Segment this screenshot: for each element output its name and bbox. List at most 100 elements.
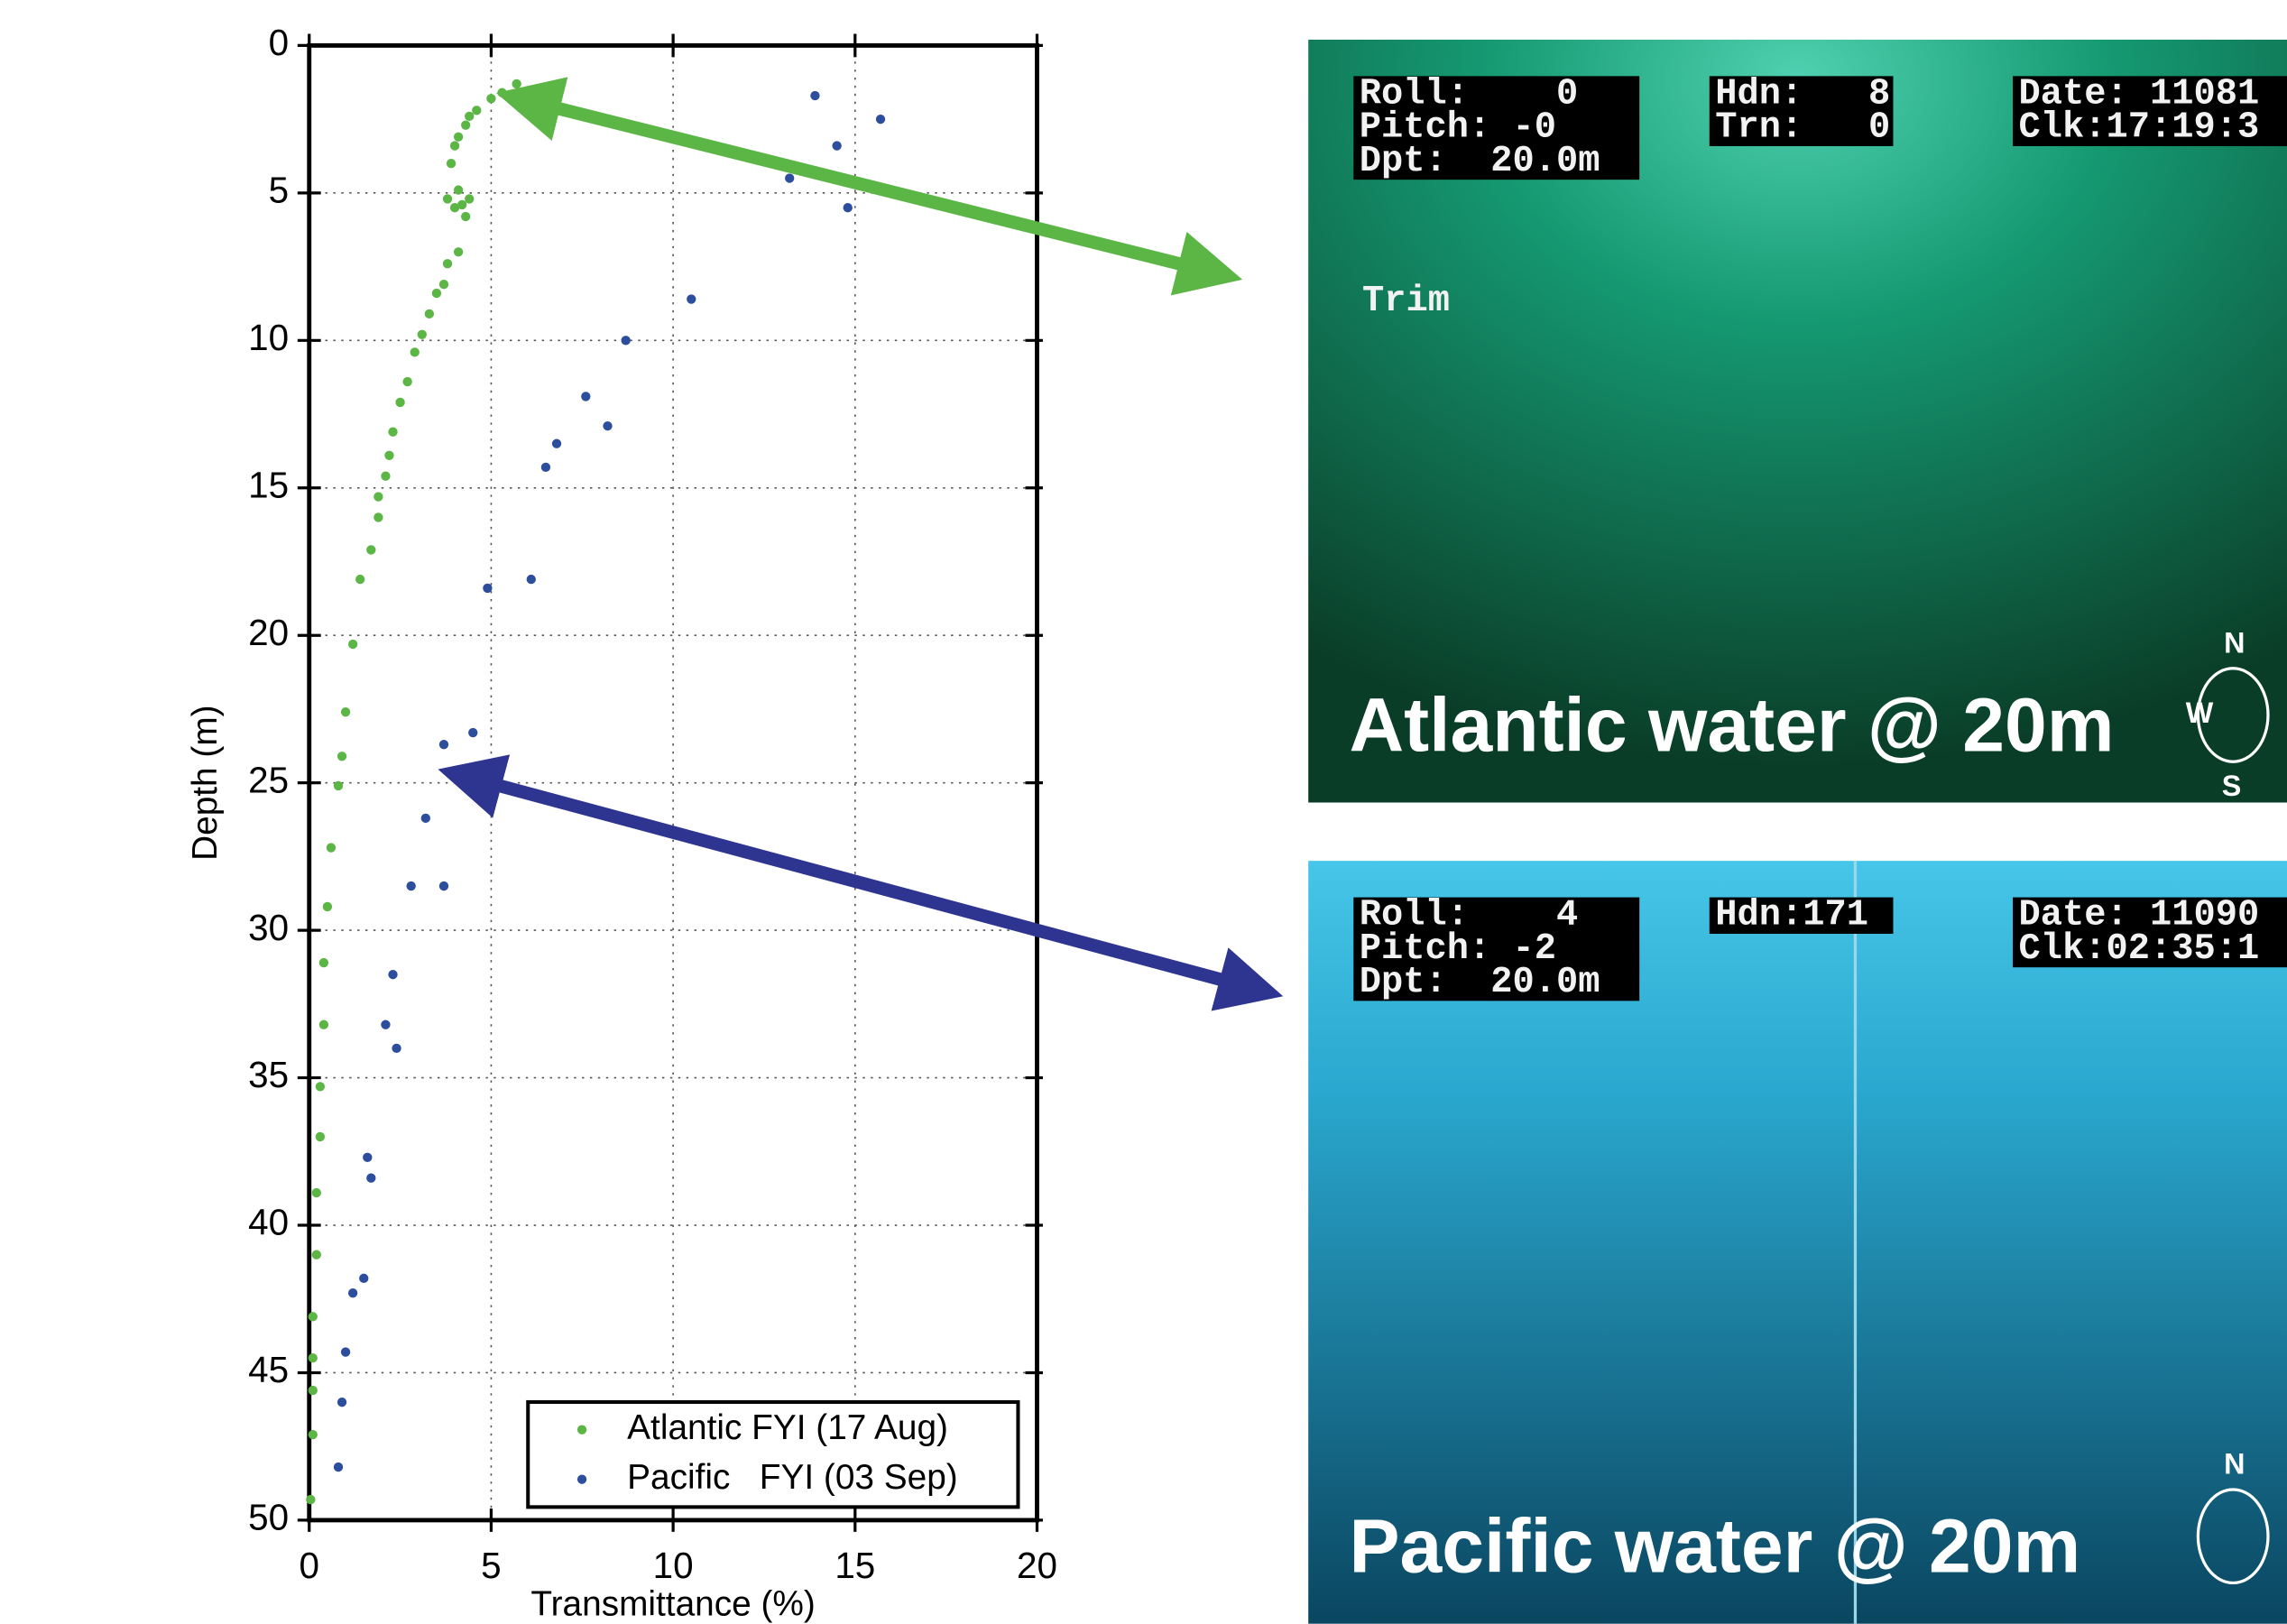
- point: [373, 492, 383, 501]
- point: [319, 1020, 328, 1029]
- point: [443, 259, 452, 268]
- compass-letter: W: [2186, 697, 2214, 729]
- compass-letter: S: [2222, 770, 2242, 802]
- point: [461, 212, 470, 221]
- figure: 0510152005101520253035404550Transmittanc…: [0, 0, 2287, 1624]
- legend-marker: [577, 1426, 586, 1435]
- point: [341, 707, 350, 716]
- point: [384, 451, 393, 460]
- x-tick-label: 10: [653, 1545, 694, 1586]
- x-tick-label: 5: [481, 1545, 501, 1586]
- point: [439, 280, 448, 289]
- point: [603, 421, 612, 430]
- point: [439, 740, 448, 749]
- point: [418, 330, 427, 339]
- point: [373, 512, 383, 521]
- point: [363, 1153, 372, 1162]
- y-tick-label: 5: [269, 170, 289, 211]
- point: [454, 133, 463, 142]
- x-tick-label: 0: [300, 1545, 319, 1586]
- point: [402, 377, 411, 386]
- y-tick-label: 0: [269, 22, 289, 63]
- hud-text: Hdn:171: [1715, 895, 1868, 937]
- point: [407, 881, 416, 890]
- legend-label: Atlantic FYI (17 Aug): [627, 1408, 948, 1447]
- y-tick-label: 25: [248, 759, 289, 800]
- point: [465, 194, 474, 203]
- point: [454, 185, 463, 194]
- y-tick-label: 15: [248, 464, 289, 505]
- point: [341, 1347, 350, 1356]
- point: [312, 1188, 321, 1197]
- hud-label: Trim: [1362, 281, 1450, 322]
- y-tick-label: 40: [248, 1202, 289, 1243]
- point: [381, 472, 390, 481]
- hud-text: Trn: 0: [1715, 107, 1890, 149]
- photo-caption: Atlantic water @ 20m: [1349, 682, 2114, 767]
- point: [527, 575, 536, 584]
- page: {"chart_data": {"type": "scatter", "xlab…: [0, 0, 2287, 1624]
- arrow-atlantic: [528, 101, 1211, 272]
- arrow-pacific: [470, 778, 1252, 988]
- hud-text: Dpt: 20.0m: [1360, 141, 1600, 182]
- y-tick-label: 20: [248, 612, 289, 653]
- point: [309, 1430, 318, 1439]
- point: [465, 112, 474, 121]
- point: [323, 902, 332, 911]
- point: [512, 79, 521, 88]
- point: [785, 173, 794, 182]
- point: [366, 545, 375, 554]
- point: [432, 289, 441, 298]
- point: [443, 194, 452, 203]
- point: [461, 121, 470, 130]
- y-tick-label: 50: [248, 1497, 289, 1538]
- point: [309, 1312, 318, 1321]
- point: [486, 94, 495, 103]
- point: [348, 640, 357, 649]
- point: [621, 336, 630, 345]
- y-tick-label: 10: [248, 317, 289, 358]
- point: [410, 347, 420, 356]
- point: [425, 309, 434, 318]
- point: [810, 91, 819, 100]
- point: [472, 106, 481, 115]
- point: [309, 1353, 318, 1362]
- y-tick-label: 45: [248, 1349, 289, 1390]
- point: [552, 439, 561, 448]
- point: [832, 141, 841, 150]
- point: [844, 203, 853, 212]
- hud-text: Clk:17:19:3: [2019, 107, 2260, 149]
- x-tick-label: 20: [1017, 1545, 1057, 1586]
- point: [355, 575, 364, 584]
- point: [450, 203, 459, 212]
- point: [381, 1020, 390, 1029]
- point: [334, 781, 343, 790]
- point: [450, 141, 459, 150]
- point: [876, 115, 885, 124]
- compass-letter: N: [2224, 626, 2245, 659]
- legend-marker: [577, 1474, 586, 1483]
- y-tick-label: 35: [248, 1054, 289, 1095]
- y-tick-label: 30: [248, 907, 289, 948]
- x-axis-label: Transmittance (%): [530, 1585, 815, 1624]
- point: [327, 843, 336, 852]
- point: [388, 427, 397, 436]
- photo-pacific: Roll: 4Pitch: -2Dpt: 20.0mHdn:171Date: 1…: [1308, 861, 2287, 1624]
- hud-text: Clk:02:35:1: [2019, 928, 2260, 970]
- point: [395, 398, 404, 407]
- compass-letter: N: [2224, 1448, 2245, 1481]
- legend-label: Pacific FYI (03 Sep): [627, 1458, 958, 1497]
- point: [312, 1250, 321, 1260]
- point: [388, 970, 397, 979]
- point: [497, 88, 506, 97]
- point: [366, 1174, 375, 1183]
- photo-atlantic: Roll: 0Pitch: -0Dpt: 20.0mHdn: 8Trn: 0Da…: [1308, 40, 2287, 803]
- point: [468, 728, 477, 737]
- point: [421, 814, 430, 823]
- point: [687, 294, 696, 303]
- point: [319, 958, 328, 967]
- point: [483, 584, 492, 593]
- point: [392, 1044, 401, 1053]
- point: [309, 1386, 318, 1395]
- hud-text: Dpt: 20.0m: [1360, 962, 1600, 1003]
